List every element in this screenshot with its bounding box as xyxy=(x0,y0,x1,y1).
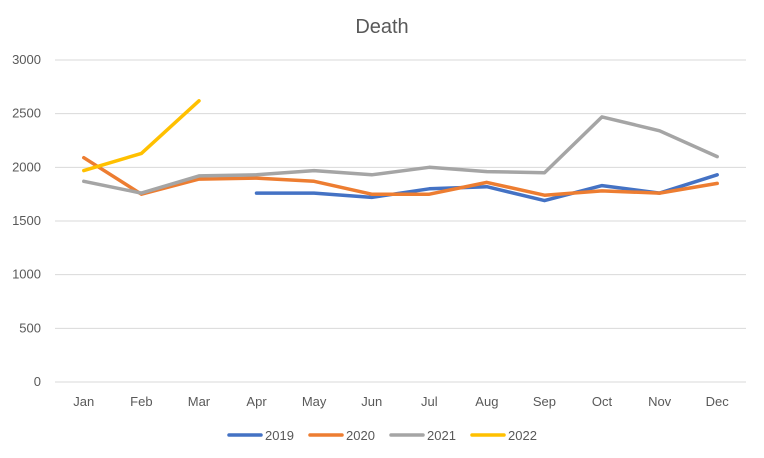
legend: 2019 2020 2021 2022 xyxy=(227,428,537,443)
y-tick-label: 1000 xyxy=(12,267,41,282)
gridlines xyxy=(55,59,746,383)
x-tick-label: Jan xyxy=(73,394,94,409)
y-tick-label: 500 xyxy=(19,320,41,335)
y-tick-label: 0 xyxy=(34,374,41,389)
series-line-2021 xyxy=(82,115,719,195)
legend-label: 2020 xyxy=(346,428,375,443)
x-tick-label: May xyxy=(302,394,327,409)
y-tick-label: 3000 xyxy=(12,52,41,67)
x-tick-label: Nov xyxy=(648,394,672,409)
series-lines xyxy=(82,99,719,203)
legend-label: 2019 xyxy=(265,428,294,443)
x-tick-label: Jun xyxy=(361,394,382,409)
x-tick-label: Jul xyxy=(421,394,438,409)
legend-item: 2019 xyxy=(227,428,294,443)
legend-label: 2022 xyxy=(508,428,537,443)
y-tick-label: 2500 xyxy=(12,106,41,121)
legend-label: 2021 xyxy=(427,428,456,443)
x-tick-label: Oct xyxy=(592,394,613,409)
series-line-2020 xyxy=(82,155,719,197)
y-tick-label: 2000 xyxy=(12,159,41,174)
x-tick-label: Apr xyxy=(246,394,267,409)
legend-item: 2021 xyxy=(389,428,456,443)
x-axis-ticks: Jan Feb Mar Apr May Jun Jul Aug Sep Oct Nov Dec xyxy=(73,394,729,409)
x-tick-label: Aug xyxy=(475,394,498,409)
legend-item: 2020 xyxy=(308,428,375,443)
x-tick-label: Dec xyxy=(706,394,730,409)
x-tick-label: Feb xyxy=(130,394,152,409)
y-tick-label: 1500 xyxy=(12,213,41,228)
series-line-2019 xyxy=(254,173,719,203)
chart-title: Death xyxy=(355,16,408,38)
y-axis-ticks: 0 500 1000 1500 2000 2500 3000 xyxy=(12,52,41,389)
series-line-2022 xyxy=(82,99,201,173)
x-tick-label: Mar xyxy=(188,394,211,409)
legend-item: 2022 xyxy=(470,428,537,443)
x-tick-label: Sep xyxy=(533,394,556,409)
